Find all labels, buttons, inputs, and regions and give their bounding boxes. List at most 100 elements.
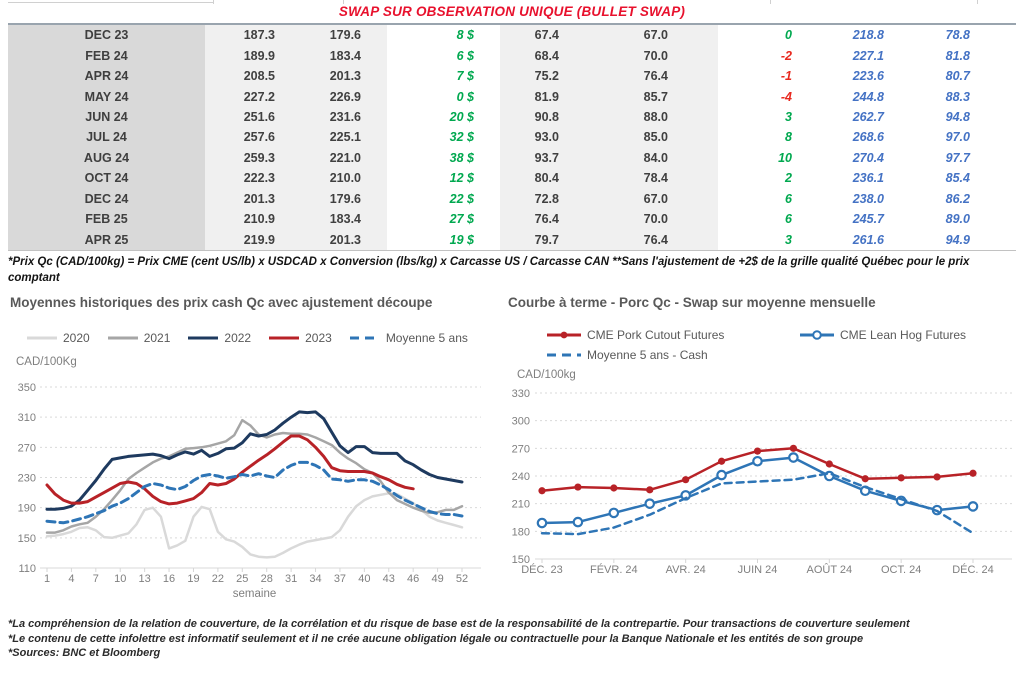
legend-item: CME Pork Cutout Futures: [547, 326, 800, 344]
legend-label: 2022: [224, 331, 252, 345]
table-cell: 81.9: [500, 86, 605, 107]
svg-text:310: 310: [18, 412, 36, 424]
disclaimer-line: *Le contenu de cette infolettre est info…: [8, 632, 864, 645]
table-cell: 85.7: [605, 86, 718, 107]
table-cell: 187.3: [205, 25, 295, 46]
svg-text:150: 150: [512, 554, 530, 566]
table-cell: 81.8: [945, 48, 970, 63]
svg-text:19: 19: [187, 573, 199, 585]
table-cell: 201.3: [205, 188, 295, 209]
svg-text:1: 1: [44, 573, 50, 585]
table-top-border: [8, 23, 1016, 25]
table-cell: 268.6: [852, 130, 884, 145]
legend-line-swatch: [188, 336, 219, 340]
row-month: APR 24: [8, 65, 205, 87]
table-cell: 210.9: [205, 208, 295, 230]
row-month: FEB 25: [8, 208, 205, 230]
svg-text:DÉC. 24: DÉC. 24: [952, 563, 994, 576]
legend-line-swatch: [27, 336, 57, 340]
table-cell: 261.6: [852, 232, 884, 247]
historical-cash-price-chart: 110 150 190 230 270 310 350 1 4 7 10 13 16 19 22 25 28 31…: [18, 382, 481, 600]
table-cell: 6: [785, 191, 792, 206]
table-row: FEB 25 210.9 183.4 27 $ 76.4 70.0 6 245.7 89.0: [8, 208, 1016, 230]
row-month: APR 25: [8, 229, 205, 250]
table-cell: 94.9: [945, 232, 970, 247]
table-cell: 85.4: [945, 171, 970, 186]
table-cell: 67.0: [605, 25, 718, 46]
legend-line-swatch: [547, 331, 581, 339]
table-cell: 270.4: [852, 150, 884, 165]
legend-item: 2023: [269, 331, 332, 345]
table-footnote: *Prix Qc (CAD/100kg) = Prix CME (cent US…: [8, 256, 970, 284]
forward-curve-chart: 150 180 210 240 270 300 330 DÉC. 23 FÉVR. 24 AVR.…: [512, 388, 1012, 576]
table-cell: 0 $: [456, 89, 474, 104]
table-cell: 97.0: [945, 130, 970, 145]
table-cell: 189.9: [205, 45, 295, 66]
table-cell: 97.7: [945, 150, 970, 165]
legend-label: 2021: [143, 331, 171, 345]
left-chart-legend: 2020 2021 2022 2023 Moyenne 5 ans: [27, 331, 468, 345]
right-chart-legend: CME Pork Cutout Futures CME Lean Hog Futu…: [547, 326, 966, 364]
table-cell: 88.0: [605, 106, 718, 128]
svg-text:37: 37: [334, 573, 346, 585]
legend-label: 2020: [63, 331, 90, 345]
table-cell: 22 $: [449, 191, 474, 206]
table-cell: 244.8: [852, 89, 884, 104]
table-cell: 68.4: [500, 45, 605, 66]
sources-line: *Sources: BNC et Bloomberg: [8, 647, 161, 660]
table-cell: 8: [785, 130, 792, 145]
svg-text:AVR. 24: AVR. 24: [666, 564, 706, 576]
svg-text:49: 49: [431, 573, 443, 585]
table-cell: 179.6: [295, 188, 387, 209]
svg-text:40: 40: [358, 573, 370, 585]
table-cell: 251.6: [205, 106, 295, 128]
table-cell: 10: [778, 150, 792, 165]
table-cell: 38 $: [449, 150, 474, 165]
row-month: AUG 24: [8, 147, 205, 169]
table-cell: 6 $: [456, 48, 474, 63]
svg-text:190: 190: [18, 503, 36, 515]
table-cell: 218.8: [852, 28, 884, 43]
table-cell: 20 $: [449, 109, 474, 124]
svg-text:350: 350: [18, 382, 36, 394]
legend-line-swatch: [800, 330, 834, 340]
row-month: FEB 24: [8, 45, 205, 66]
svg-text:240: 240: [512, 471, 530, 483]
table-cell: 19 $: [449, 232, 474, 247]
svg-text:34: 34: [309, 573, 321, 585]
row-month: DEC 23: [8, 25, 205, 46]
svg-text:210: 210: [512, 499, 530, 511]
legend-item: 2021: [107, 331, 171, 345]
table-cell: 93.0: [500, 127, 605, 148]
table-cell: 0: [785, 28, 792, 43]
svg-text:4: 4: [68, 573, 74, 585]
svg-text:13: 13: [139, 573, 151, 585]
table-row: APR 24 208.5 201.3 7 $ 75.2 76.4 -1 223.6 80.7: [8, 65, 1016, 87]
table-row: AUG 24 259.3 221.0 38 $ 93.7 84.0 10 270.4 97.7: [8, 147, 1016, 169]
table-cell: -1: [780, 69, 792, 84]
table-row: OCT 24 222.3 210.0 12 $ 80.4 78.4 2 236.1 85.4: [8, 168, 1016, 189]
legend-line-swatch: [547, 353, 581, 357]
table-bottom-border: [8, 250, 1016, 251]
legend-label: CME Pork Cutout Futures: [587, 328, 725, 342]
legend-label: Moyenne 5 ans: [385, 331, 468, 345]
table-cell: 227.2: [205, 86, 295, 107]
svg-text:semaine: semaine: [233, 588, 276, 600]
legend-item: 2020: [27, 331, 90, 345]
table-cell: 80.7: [945, 69, 970, 84]
table-cell: 225.1: [295, 127, 387, 148]
svg-text:230: 230: [18, 473, 36, 485]
table-cell: 183.4: [295, 208, 387, 230]
table-cell: 231.6: [295, 106, 387, 128]
svg-text:10: 10: [114, 573, 126, 585]
legend-label: Moyenne 5 ans - Cash: [587, 348, 708, 362]
table-cell: 201.3: [295, 229, 387, 250]
table-cell: 80.4: [500, 168, 605, 189]
table-cell: 257.6: [205, 127, 295, 148]
svg-text:110: 110: [18, 563, 36, 575]
svg-text:FÉVR. 24: FÉVR. 24: [590, 563, 638, 576]
table-cell: 223.6: [852, 69, 884, 84]
svg-text:31: 31: [285, 573, 297, 585]
left-chart-title: Moyennes historiques des prix cash Qc av…: [10, 295, 433, 310]
table-cell: 86.2: [945, 191, 970, 206]
